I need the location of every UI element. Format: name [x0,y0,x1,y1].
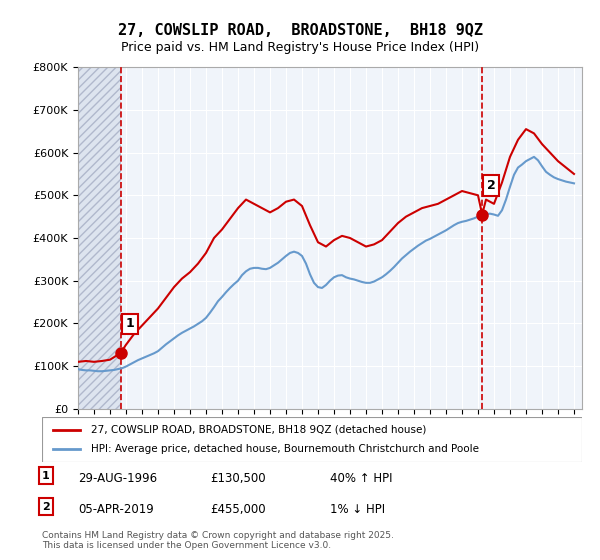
Text: 05-APR-2019: 05-APR-2019 [78,503,154,516]
Text: HPI: Average price, detached house, Bournemouth Christchurch and Poole: HPI: Average price, detached house, Bour… [91,445,479,455]
Text: £455,000: £455,000 [210,503,266,516]
Text: Contains HM Land Registry data © Crown copyright and database right 2025.
This d: Contains HM Land Registry data © Crown c… [42,530,394,550]
Text: 27, COWSLIP ROAD, BROADSTONE, BH18 9QZ (detached house): 27, COWSLIP ROAD, BROADSTONE, BH18 9QZ (… [91,424,426,435]
Text: £130,500: £130,500 [210,472,266,486]
Text: 2: 2 [42,502,50,512]
Text: Price paid vs. HM Land Registry's House Price Index (HPI): Price paid vs. HM Land Registry's House … [121,41,479,54]
Text: 1: 1 [42,471,50,481]
Bar [78,67,121,409]
Text: 29-AUG-1996: 29-AUG-1996 [78,472,157,486]
Text: 1: 1 [125,318,134,330]
FancyBboxPatch shape [42,417,582,462]
Text: 2: 2 [487,179,496,192]
Text: 27, COWSLIP ROAD,  BROADSTONE,  BH18 9QZ: 27, COWSLIP ROAD, BROADSTONE, BH18 9QZ [118,24,482,38]
Text: 40% ↑ HPI: 40% ↑ HPI [330,472,392,486]
Text: 1% ↓ HPI: 1% ↓ HPI [330,503,385,516]
